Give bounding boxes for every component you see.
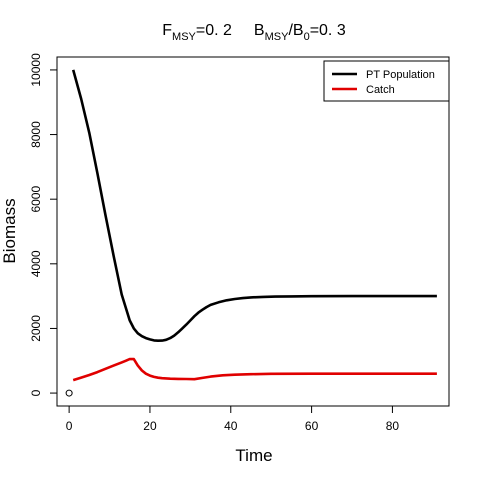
y-tick-label: 2000 (29, 315, 43, 342)
x-tick-label: 40 (224, 419, 238, 433)
legend-box (323, 60, 450, 102)
y-axis-label: Biomass (0, 198, 19, 263)
y-tick-label: 4000 (29, 250, 43, 277)
x-axis-label: Time (235, 446, 272, 465)
plot-frame (56, 56, 450, 407)
chart-title: FMSY=0. 2 BMSY/B0=0. 3 (162, 22, 346, 43)
y-tick-label: 0 (29, 389, 43, 396)
data-point (65, 389, 73, 397)
series-line-population (71, 69, 437, 343)
series-layer (65, 69, 437, 397)
y-axis: 0 2000 4000 6000 8000 10000 (29, 53, 58, 396)
x-tick-label: 0 (66, 419, 73, 433)
series-line-catch (72, 357, 437, 382)
legend-label: Catch (366, 84, 395, 96)
y-tick-label: 6000 (29, 186, 43, 213)
y-tick-label: 10000 (29, 53, 43, 87)
x-tick-label: 80 (386, 419, 400, 433)
x-axis: 0 20 40 60 80 (66, 405, 400, 433)
legend: PT Population Catch (323, 60, 450, 102)
x-tick-label: 60 (305, 419, 319, 433)
y-tick-label: 8000 (29, 121, 43, 148)
legend-label: PT Population (366, 69, 435, 81)
x-tick-label: 20 (143, 419, 157, 433)
